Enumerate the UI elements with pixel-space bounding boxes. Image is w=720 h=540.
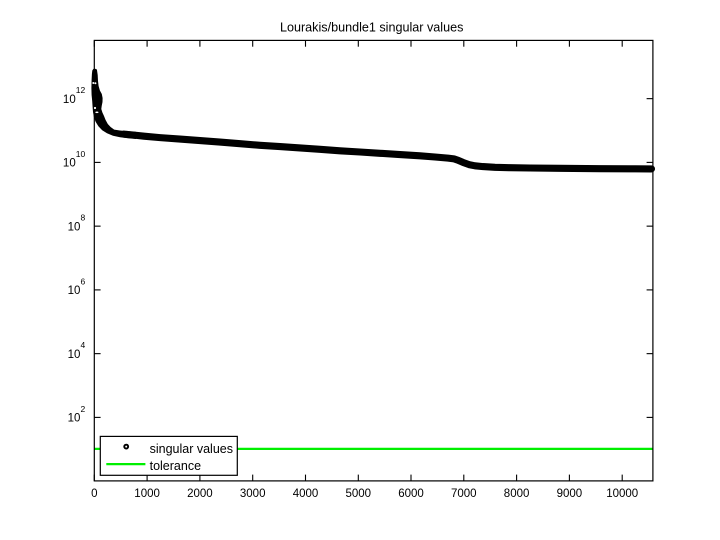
svg-text:3000: 3000 bbox=[240, 488, 266, 500]
svg-text:5000: 5000 bbox=[346, 488, 372, 500]
svg-text:singular values: singular values bbox=[150, 442, 233, 456]
svg-text:6000: 6000 bbox=[398, 488, 424, 500]
svg-text:9000: 9000 bbox=[557, 488, 583, 500]
svg-text:2000: 2000 bbox=[187, 488, 213, 500]
svg-text:1000: 1000 bbox=[134, 488, 160, 500]
svg-text:10000: 10000 bbox=[606, 488, 638, 500]
svg-text:4000: 4000 bbox=[293, 488, 319, 500]
svg-text:0: 0 bbox=[91, 488, 97, 500]
svg-text:7000: 7000 bbox=[451, 488, 477, 500]
svg-text:Lourakis/bundle1 singular valu: Lourakis/bundle1 singular values bbox=[280, 21, 463, 35]
svg-text:8000: 8000 bbox=[504, 488, 530, 500]
svg-text:tolerance: tolerance bbox=[150, 459, 201, 473]
